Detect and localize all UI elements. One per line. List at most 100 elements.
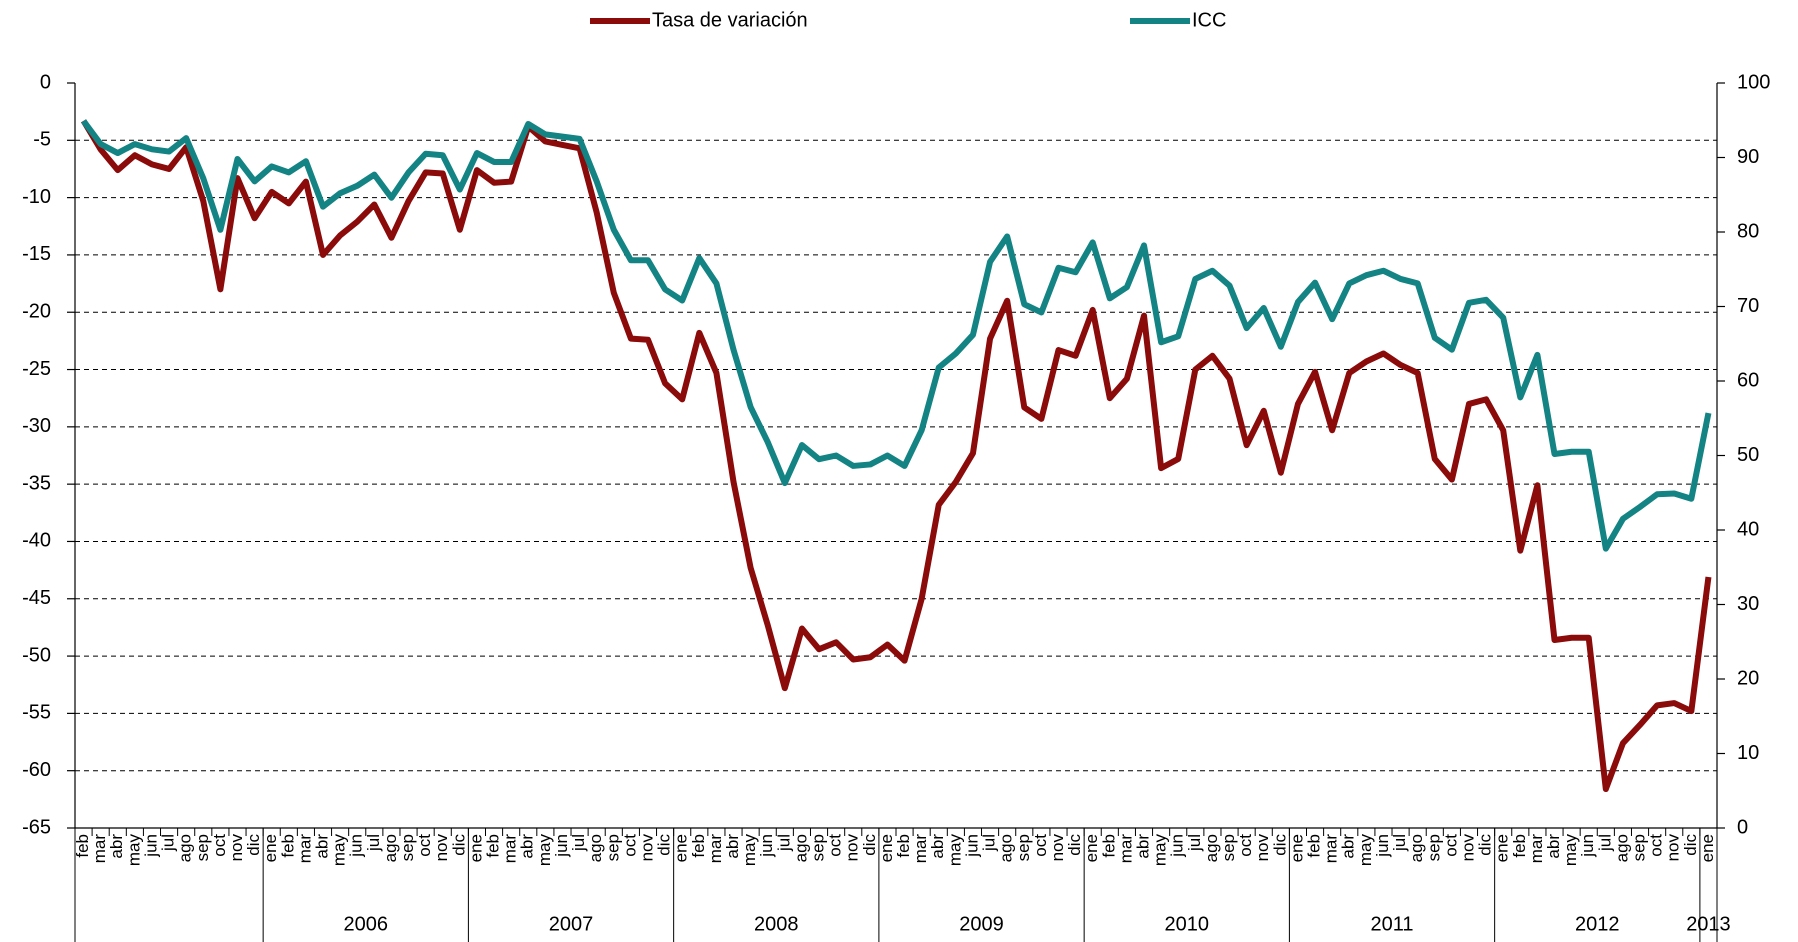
x-tick-label: oct: [1236, 834, 1255, 857]
x-group-label: 2006: [344, 913, 389, 935]
x-tick-label: mar: [90, 834, 109, 864]
y-tick-label: -35: [22, 472, 51, 494]
x-group-label: 2008: [754, 913, 799, 935]
y-tick-label: 0: [40, 71, 51, 93]
y-tick-label: -10: [22, 186, 51, 208]
x-tick-label: abr: [1339, 834, 1358, 859]
x-group-label: 2007: [549, 913, 594, 935]
x-tick-label: abr: [1133, 834, 1152, 859]
x-group-label: 2011: [1371, 913, 1414, 935]
x-tick-label: ago: [176, 834, 195, 862]
x-tick-label: nov: [1048, 834, 1067, 862]
x-tick-label: jul: [980, 834, 999, 852]
x-tick-label: ago: [791, 834, 810, 862]
x-tick-label: abr: [312, 834, 331, 859]
y2-tick-label: 20: [1737, 667, 1759, 689]
x-tick-label: jun: [552, 834, 571, 858]
y-tick-label: -20: [22, 301, 51, 323]
y2-tick-label: 40: [1737, 518, 1759, 540]
x-tick-label: oct: [826, 834, 845, 857]
x-tick-label: mar: [706, 834, 725, 864]
x-tick-label: ene: [672, 834, 691, 862]
x-tick-label: mar: [1116, 834, 1135, 864]
x-tick-label: dic: [1270, 834, 1289, 856]
x-tick-label: ene: [466, 834, 485, 862]
x-tick-label: feb: [894, 834, 913, 858]
x-tick-label: ene: [1698, 834, 1717, 862]
x-tick-label: jun: [347, 834, 366, 858]
x-tick-label: ago: [1612, 834, 1631, 862]
x-tick-label: feb: [278, 834, 297, 858]
x-tick-label: jul: [569, 834, 588, 852]
x-tick-label: oct: [415, 834, 434, 857]
y-tick-label: -15: [22, 243, 51, 265]
y2-tick-label: 60: [1737, 369, 1759, 391]
x-tick-label: dic: [449, 834, 468, 856]
x-tick-label: may: [740, 834, 759, 867]
x-tick-label: feb: [484, 834, 503, 858]
x-group-label: 2010: [1165, 913, 1210, 935]
x-tick-label: nov: [1458, 834, 1477, 862]
y2-tick-label: 100: [1737, 71, 1770, 93]
x-tick-label: abr: [1544, 834, 1563, 859]
x-tick-label: nov: [432, 834, 451, 862]
x-tick-label: mar: [1322, 834, 1341, 864]
x-tick-label: nov: [1664, 834, 1683, 862]
x-tick-label: oct: [1441, 834, 1460, 857]
legend-label: ICC: [1192, 9, 1226, 31]
x-tick-label: jun: [141, 834, 160, 858]
y-tick-label: -55: [22, 702, 51, 724]
x-tick-label: abr: [928, 834, 947, 859]
x-tick-label: sep: [1014, 834, 1033, 861]
x-tick-label: oct: [1647, 834, 1666, 857]
x-tick-label: jun: [1373, 834, 1392, 858]
x-tick-label: may: [1356, 834, 1375, 867]
x-tick-label: oct: [1031, 834, 1050, 857]
y2-tick-label: 10: [1737, 742, 1759, 764]
x-tick-label: mar: [295, 834, 314, 864]
y-tick-label: -60: [22, 759, 51, 781]
y-tick-label: -5: [33, 129, 51, 151]
x-tick-label: jun: [1578, 834, 1597, 858]
x-tick-label: ene: [877, 834, 896, 862]
x-tick-label: jul: [1595, 834, 1614, 852]
x-tick-label: dic: [1065, 834, 1084, 856]
x-tick-label: abr: [518, 834, 537, 859]
x-tick-label: jun: [962, 834, 981, 858]
x-tick-label: ago: [997, 834, 1016, 862]
x-tick-label: ene: [1493, 834, 1512, 862]
x-tick-label: feb: [1305, 834, 1324, 858]
x-tick-label: nov: [637, 834, 656, 862]
legend-label: Tasa de variación: [652, 9, 808, 31]
y-tick-label: -30: [22, 415, 51, 437]
x-tick-label: ene: [1287, 834, 1306, 862]
x-tick-label: dic: [655, 834, 674, 856]
x-tick-label: ago: [1202, 834, 1221, 862]
x-tick-label: nov: [227, 834, 246, 862]
x-tick-label: jul: [774, 834, 793, 852]
x-tick-label: jul: [364, 834, 383, 852]
x-tick-label: may: [1561, 834, 1580, 867]
x-tick-label: feb: [1510, 834, 1529, 858]
x-tick-label: ago: [1407, 834, 1426, 862]
x-tick-label: jun: [1168, 834, 1187, 858]
x-tick-label: dic: [244, 834, 263, 856]
x-tick-label: nov: [843, 834, 862, 862]
x-tick-label: jun: [757, 834, 776, 858]
y2-tick-label: 80: [1737, 220, 1759, 242]
x-tick-label: may: [535, 834, 554, 867]
x-tick-label: may: [330, 834, 349, 867]
x-tick-label: feb: [73, 834, 92, 858]
x-tick-label: jul: [1390, 834, 1409, 852]
y-tick-label: -50: [22, 644, 51, 666]
y-tick-label: -25: [22, 358, 51, 380]
x-tick-label: jul: [159, 834, 178, 852]
y2-tick-label: 30: [1737, 593, 1759, 615]
x-tick-label: may: [1151, 834, 1170, 867]
x-tick-label: feb: [689, 834, 708, 858]
x-tick-label: oct: [620, 834, 639, 857]
x-group-label: 2009: [959, 913, 1004, 935]
x-tick-label: mar: [501, 834, 520, 864]
x-tick-label: sep: [603, 834, 622, 861]
